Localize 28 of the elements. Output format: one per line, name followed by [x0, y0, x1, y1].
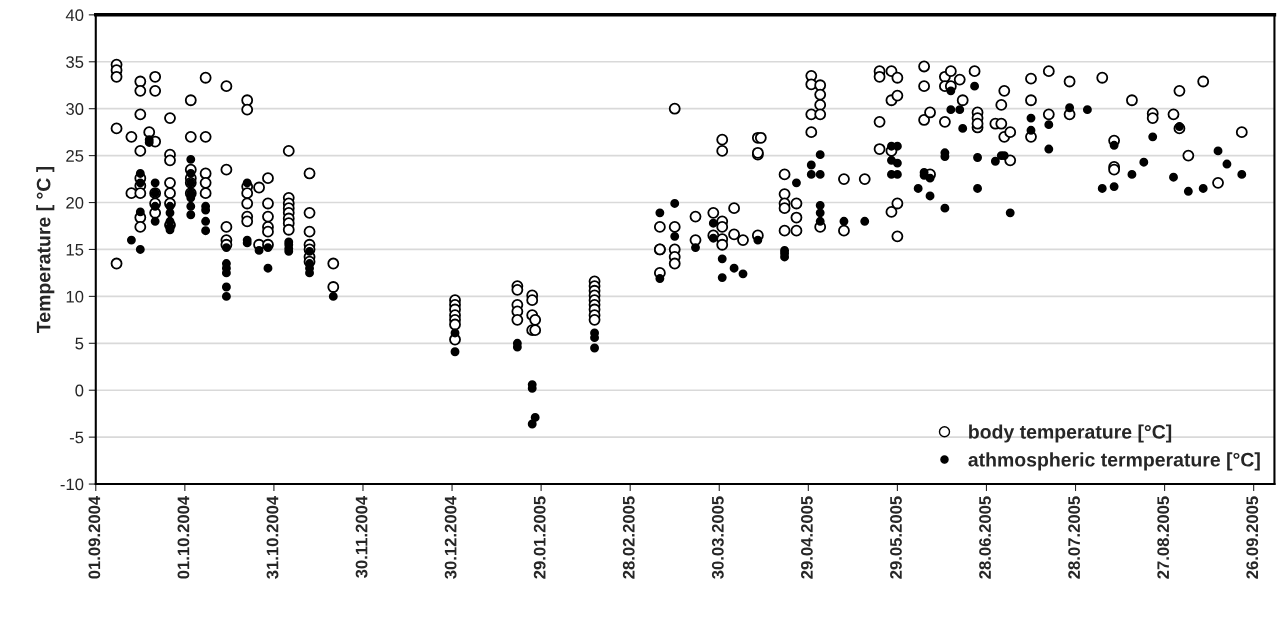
y-tick-label: 15 — [66, 244, 84, 256]
x-tick-label: 27.08.2005 — [1157, 496, 1170, 579]
y-tick-label: 10 — [66, 290, 84, 303]
y-tick-label: 0 — [75, 384, 84, 397]
x-tick-label: 29.05.2005 — [890, 496, 902, 579]
y-tick-label: -5 — [69, 431, 84, 444]
y-tick-label: 40 — [65, 9, 84, 22]
y-tick-label: 25 — [66, 150, 84, 162]
x-tick-label: 30.11.2004 — [355, 495, 368, 578]
y-tick-label: 5 — [75, 337, 84, 350]
y-tick-label: 35 — [66, 56, 84, 68]
x-tick-label: 28.07.2005 — [1068, 496, 1080, 579]
x-tick-label: 28.02.2005 — [622, 496, 635, 579]
x-tick-label: 30.12.2004 — [444, 495, 457, 579]
y-axis-title: Temperature [ °C ] — [36, 166, 55, 333]
x-tick-label: 29.04.2005 — [800, 496, 813, 579]
x-tick-label: 01.09.2004 — [88, 495, 101, 579]
y-tick-label: 30 — [66, 103, 84, 115]
y-tick-label: 20 — [66, 196, 84, 209]
legend-label: body temperature [°C] — [969, 424, 1172, 443]
x-tick-label: 30.03.2005 — [711, 496, 724, 579]
x-tick-label: 31.10.2004 — [266, 495, 279, 579]
x-tick-label: 28.06.2005 — [979, 496, 991, 579]
x-tick-label: 29.01.2005 — [533, 496, 546, 579]
x-tick-label: 26.09.2005 — [1246, 496, 1259, 579]
y-tick-label: -10 — [60, 478, 84, 491]
x-tick-label: 01.10.2004 — [177, 495, 190, 579]
legend-label: athmospheric termperature [°C] — [968, 452, 1260, 471]
